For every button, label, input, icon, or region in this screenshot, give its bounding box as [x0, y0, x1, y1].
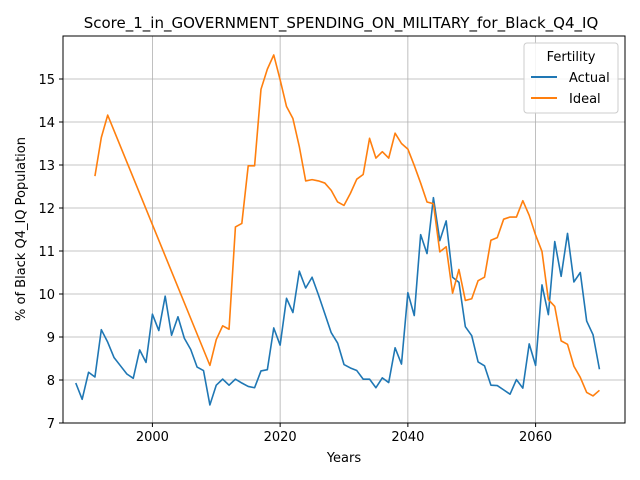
x-tick-label: 2040: [391, 430, 424, 445]
legend-label-actual: Actual: [569, 71, 610, 86]
y-tick-label: 11: [38, 245, 55, 260]
y-tick-label: 9: [47, 331, 55, 346]
x-tick-label: 2060: [519, 430, 552, 445]
x-tick-label: 2000: [136, 430, 169, 445]
plot-frame: [62, 35, 626, 424]
series-layer: [75, 54, 601, 406]
y-tick-label: 7: [47, 417, 55, 432]
legend: Fertility Actual Ideal: [523, 42, 619, 114]
y-tick-label: 10: [38, 288, 55, 303]
x-tick-label: 2020: [264, 430, 297, 445]
legend-title: Fertility: [547, 50, 596, 65]
y-tick-label: 15: [38, 73, 55, 88]
ticks: 2000 2020 2040 2060 7 8 9 10 11 12 13 14 15: [38, 73, 552, 445]
y-tick-label: 14: [38, 116, 55, 131]
x-axis-label: Years: [326, 451, 362, 466]
y-tick-label: 13: [38, 159, 55, 174]
legend-label-ideal: Ideal: [569, 92, 601, 107]
y-tick-label: 8: [47, 374, 55, 389]
legend-box: [523, 42, 619, 114]
y-tick-label: 12: [38, 202, 55, 217]
y-axis-label: % of Black Q4_IQ Population: [14, 137, 29, 321]
chart-title: Score_1_in_GOVERNMENT_SPENDING_ON_MILITA…: [84, 14, 599, 33]
